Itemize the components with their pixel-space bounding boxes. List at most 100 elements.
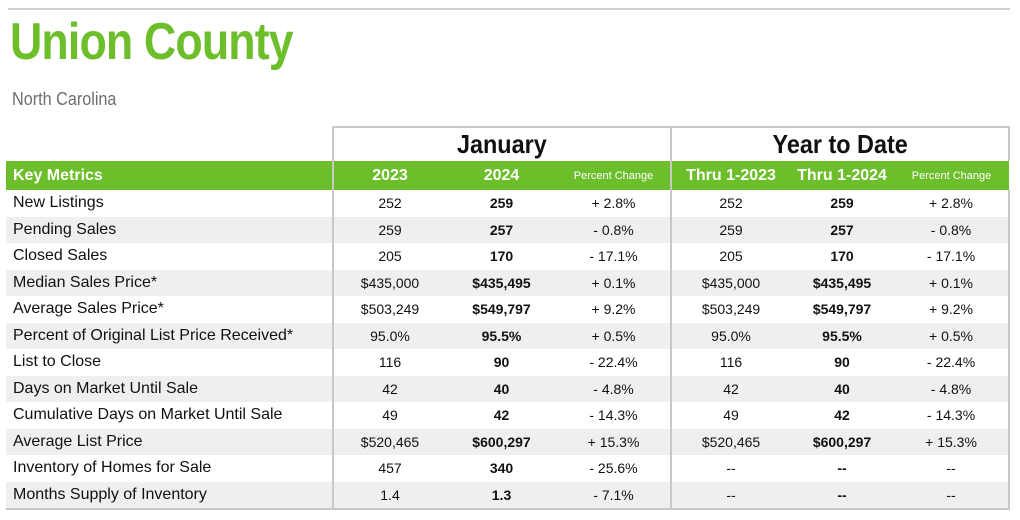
column-header-2023: 2023 [332,161,446,190]
ytd-percent-change: - 17.1% [894,243,1011,270]
column-header-thru-2024: Thru 1-2024 [790,161,895,190]
value-2023: 116 [332,349,446,376]
column-header-row: Key Metrics 2023 2024 Percent Change Thr… [6,161,1010,190]
table-row: List to Close 116 90 - 22.4% 116 90 - 22… [6,349,1011,376]
ytd-value-2023: 49 [670,402,791,429]
ytd-value-2023: -- [670,455,791,482]
ytd-percent-change: - 4.8% [894,375,1011,402]
ytd-percent-change: + 0.5% [894,322,1011,349]
ytd-percent-change: + 0.1% [894,269,1011,296]
ytd-percent-change: -- [894,455,1011,482]
group-header-spacer [6,127,333,161]
percent-change: - 14.3% [589,407,638,424]
group-header-january-label: January [457,129,547,159]
percent-change: - 17.1% [589,248,638,265]
ytd-value-2024: $549,797 [812,301,872,318]
ytd-value-2024: 95.5% [790,322,895,349]
value-2023: 252 [332,190,446,217]
ytd-value-2024: 42 [834,407,850,424]
ytd-percent-change: - 22.4% [894,349,1011,376]
percent-change: - 25.6% [589,460,638,477]
table-row: Closed Sales 205 170 - 17.1% 205 170 - 1… [6,243,1011,270]
value-2023: $520,465 [332,428,446,455]
value-2023: 1.4 [332,481,446,510]
metric-name: Months Supply of Inventory [6,481,333,510]
value-2024: 340 [489,460,514,477]
ytd-value-2023: 205 [670,243,791,270]
value-2023: $435,000 [332,269,446,296]
table-row: Inventory of Homes for Sale 457 340 - 25… [6,455,1011,482]
metric-name: Cumulative Days on Market Until Sale [13,406,283,424]
column-header-key-metrics: Key Metrics [6,161,333,190]
value-2024: 259 [489,195,514,212]
percent-change: + 9.2% [591,301,636,318]
page-title: Union County [10,13,294,71]
table-row: New Listings 252 259 + 2.8% 252 259 + 2.… [6,190,1011,217]
metric-name: Average List Price [6,428,333,455]
metric-name: Days on Market Until Sale [6,375,333,402]
table-row: Percent of Original List Price Received*… [6,322,1011,349]
value-2024: $600,297 [446,428,557,455]
value-2024: 170 [489,248,514,265]
value-2024: $549,797 [472,301,531,318]
column-header-ytd-percent-change: Percent Change [894,161,1010,190]
value-2023: 42 [332,375,446,402]
metric-name: Inventory of Homes for Sale [13,459,212,477]
ytd-value-2023: 116 [670,349,791,376]
value-2024: 40 [446,375,557,402]
table-row: Average List Price $520,465 $600,297 + 1… [6,428,1011,455]
page-subtitle: North Carolina [12,89,117,109]
metric-name: List to Close [13,353,102,371]
key-metrics-table: January Year to Date Key Metrics 2023 20… [6,126,1011,510]
ytd-value-2024: 257 [790,216,895,243]
value-2023: 259 [332,216,446,243]
column-header-percent-change: Percent Change [557,161,672,190]
metric-name: Closed Sales [13,247,108,265]
ytd-value-2024: -- [837,460,847,477]
percent-change: + 15.3% [557,428,672,455]
period-group-header: January Year to Date [6,126,1011,161]
ytd-percent-change: + 2.8% [894,190,1011,217]
group-header-january: January [331,126,673,161]
ytd-value-2024: 40 [790,375,895,402]
metric-name: Median Sales Price* [6,269,333,296]
value-2023: 49 [332,402,446,429]
ytd-value-2024: $600,297 [790,428,895,455]
ytd-percent-change: -- [894,481,1011,510]
ytd-value-2024: $435,495 [790,269,895,296]
percent-change: - 4.8% [557,375,672,402]
value-2024: 95.5% [446,322,557,349]
value-2023: 457 [332,455,446,482]
percent-change: - 0.8% [557,216,672,243]
metric-name: Average Sales Price* [13,300,164,318]
ytd-value-2023: 42 [670,375,791,402]
value-2023: 205 [332,243,446,270]
group-header-year-to-date: Year to Date [671,126,1011,161]
table-row: Average Sales Price* $503,249 $549,797 +… [6,296,1011,323]
top-divider [8,8,1010,10]
ytd-value-2023: 259 [670,216,791,243]
group-header-ytd-label: Year to Date [772,129,908,159]
value-2023: $503,249 [332,296,446,323]
percent-change: - 7.1% [557,481,672,510]
metric-name: Percent of Original List Price Received* [6,322,333,349]
ytd-percent-change: + 9.2% [894,296,1011,323]
percent-change: + 0.5% [557,322,672,349]
ytd-value-2023: $503,249 [670,296,791,323]
percent-change: - 22.4% [589,354,638,371]
ytd-value-2023: 95.0% [670,322,791,349]
column-header-thru-2023: Thru 1-2023 [670,161,791,190]
value-2024: 90 [493,354,510,371]
percent-change: + 0.1% [557,269,672,296]
ytd-value-2024: 170 [830,248,854,265]
value-2024: 1.3 [446,481,557,510]
metric-name: New Listings [13,194,104,212]
value-2023: 95.0% [332,322,446,349]
table-row: Cumulative Days on Market Until Sale 49 … [6,402,1011,429]
percent-change: + 2.8% [591,195,636,212]
value-2024: $435,495 [446,269,557,296]
table-row: Days on Market Until Sale 42 40 - 4.8% 4… [6,375,1011,402]
ytd-value-2024: 259 [830,195,854,212]
ytd-percent-change: - 0.8% [894,216,1011,243]
ytd-value-2023: $435,000 [670,269,791,296]
